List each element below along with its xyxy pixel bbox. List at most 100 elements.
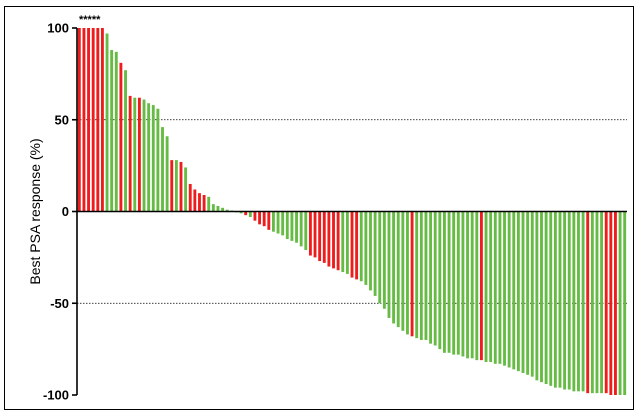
bar-104 [558, 211, 562, 388]
bar-2 [87, 28, 90, 212]
bar-18 [161, 127, 164, 212]
bar-51 [313, 211, 317, 258]
y-tick-label-1: 50 [55, 112, 69, 127]
bar-62 [364, 211, 368, 285]
bar-36 [244, 211, 248, 216]
bar-81 [452, 211, 456, 355]
bar-1 [82, 28, 86, 212]
bar-116 [614, 211, 617, 395]
bar-14 [142, 99, 146, 212]
bar-84 [466, 211, 469, 359]
bar-112 [595, 211, 599, 394]
bar-10 [124, 70, 127, 212]
bar-48 [299, 211, 303, 247]
bar-63 [369, 211, 372, 291]
bar-21 [174, 160, 178, 212]
bar-5 [100, 28, 104, 212]
bar-30 [216, 206, 220, 212]
bar-108 [577, 211, 580, 392]
bar-19 [165, 136, 169, 212]
bar-42 [272, 211, 275, 232]
bar-82 [456, 211, 460, 355]
bar-8 [114, 51, 118, 212]
bar-100 [540, 211, 543, 383]
bar-59 [350, 211, 354, 278]
bar-16 [151, 105, 155, 212]
bar-32 [225, 209, 229, 212]
bar-99 [535, 211, 539, 381]
bar-37 [248, 211, 252, 217]
bar-105 [563, 211, 567, 390]
bar-11 [128, 95, 132, 212]
bar-28 [207, 196, 211, 212]
bar-70 [401, 211, 405, 331]
bar-61 [359, 211, 363, 282]
bar-80 [447, 211, 451, 353]
bar-17 [156, 108, 160, 212]
y-tick-label-4: -100 [43, 388, 69, 403]
bar-23 [184, 167, 188, 212]
bar-72 [410, 211, 414, 337]
bar-15 [147, 103, 151, 212]
bar-67 [387, 211, 391, 318]
bar-55 [332, 211, 335, 269]
bar-56 [336, 211, 340, 271]
bar-75 [424, 211, 428, 340]
bar-87 [479, 211, 483, 361]
bar-60 [355, 211, 359, 280]
bar-94 [512, 211, 516, 370]
axes: 100 50 0 -50 -100 [43, 21, 627, 403]
bar-4 [96, 28, 100, 212]
bar-9 [119, 62, 123, 212]
bar-77 [433, 211, 437, 346]
bar-79 [443, 211, 446, 353]
bar-88 [484, 211, 488, 362]
bar-25 [193, 189, 197, 212]
y-tick-label-2: 0 [62, 204, 69, 219]
y-tick-label-3: -50 [50, 296, 69, 311]
bar-117 [618, 211, 622, 395]
bar-110 [586, 211, 590, 394]
bar-45 [285, 211, 289, 240]
bar-76 [429, 211, 433, 344]
bar-50 [308, 211, 312, 256]
bar-27 [202, 194, 206, 212]
bar-13 [137, 97, 141, 212]
bar-73 [415, 211, 419, 339]
bar-58 [345, 211, 349, 274]
bar-31 [221, 207, 225, 212]
bar-22 [179, 161, 183, 212]
bar-113 [600, 211, 604, 394]
bar-95 [516, 211, 520, 372]
bar-85 [470, 211, 474, 359]
bar-53 [322, 211, 326, 263]
bar-43 [276, 211, 280, 234]
bar-68 [392, 211, 396, 324]
bar-40 [262, 211, 266, 227]
bar-118 [623, 211, 627, 395]
bar-71 [406, 211, 409, 335]
bar-115 [609, 211, 613, 395]
bar-66 [382, 211, 386, 309]
bar-38 [253, 211, 257, 221]
bar-39 [258, 211, 261, 225]
bar-54 [327, 211, 331, 267]
bar-86 [475, 211, 479, 361]
bar-7 [110, 50, 114, 212]
bar-109 [581, 211, 585, 392]
bar-49 [304, 211, 308, 251]
bar-24 [188, 183, 192, 212]
bar-69 [396, 211, 400, 328]
bar-20 [170, 160, 174, 212]
bar-3 [91, 28, 95, 212]
bar-107 [572, 211, 576, 392]
bar-44 [281, 211, 285, 236]
bar-114 [604, 211, 608, 394]
asterisk-annotation: ***** [79, 14, 101, 26]
bar-65 [378, 211, 382, 304]
bar-92 [503, 211, 506, 366]
bar-102 [549, 211, 553, 386]
bar-57 [341, 211, 345, 273]
bar-89 [489, 211, 493, 362]
